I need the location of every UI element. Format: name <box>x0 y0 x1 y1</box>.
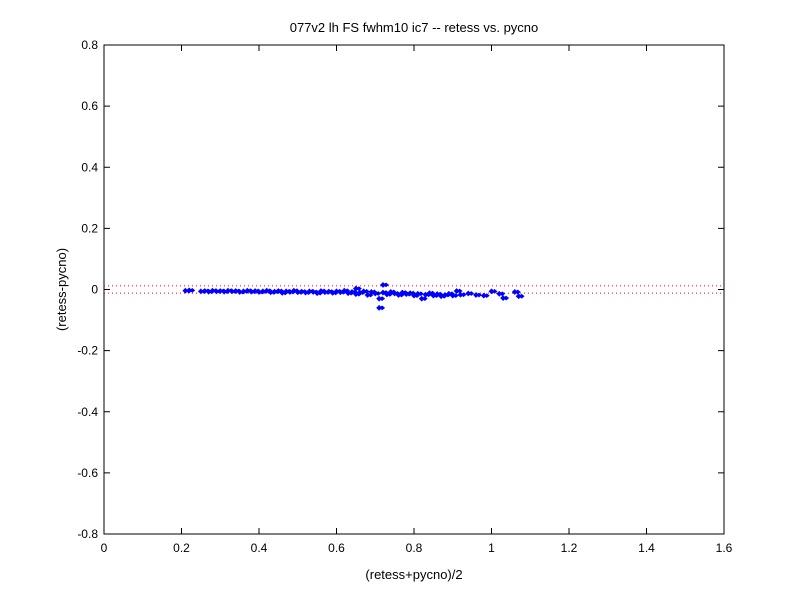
data-point <box>189 288 196 293</box>
y-tick-label: 0.6 <box>81 99 98 113</box>
y-tick-label: 0 <box>91 283 98 297</box>
data-points <box>182 281 525 311</box>
x-axis-ticks: 0 0.2 0.4 0.6 0.8 1 1.2 1.4 1.6 <box>101 45 733 555</box>
data-point <box>452 293 459 298</box>
x-tick-label: 1 <box>488 541 495 555</box>
y-axis-ticks: -0.8 -0.6 -0.4 -0.2 0 0.2 0.4 0.6 0.8 <box>77 38 724 541</box>
y-tick-label: -0.4 <box>77 405 98 419</box>
data-point <box>367 292 374 298</box>
x-tick-label: 0.4 <box>251 541 268 555</box>
y-tick-label: 0.4 <box>81 160 98 174</box>
data-point <box>518 293 525 299</box>
data-point <box>460 292 467 298</box>
y-tick-label: 0.2 <box>81 221 98 235</box>
reference-lines <box>104 285 724 294</box>
data-point <box>421 296 428 302</box>
x-tick-label: 1.4 <box>638 541 655 555</box>
x-tick-label: 1.6 <box>716 541 733 555</box>
data-point <box>375 291 382 296</box>
data-point <box>491 288 498 294</box>
y-tick-label: -0.6 <box>77 466 98 480</box>
data-point <box>483 293 490 298</box>
y-tick-label: -0.2 <box>77 344 98 358</box>
data-point <box>476 292 482 298</box>
y-axis-title: (retess-pycno) <box>54 248 69 331</box>
data-point <box>499 291 506 297</box>
data-point <box>503 295 510 301</box>
x-tick-label: 0.8 <box>406 541 423 555</box>
x-tick-label: 1.2 <box>561 541 578 555</box>
chart-title: 077v2 lh FS fwhm10 ic7 -- retess vs. pyc… <box>290 20 539 35</box>
data-point <box>379 305 386 311</box>
plot-area <box>103 44 725 535</box>
data-point <box>468 291 475 296</box>
data-point <box>514 289 521 295</box>
data-point <box>417 291 424 297</box>
x-tick-label: 0 <box>101 541 108 555</box>
x-axis-title: (retess+pycno)/2 <box>365 567 462 582</box>
data-point <box>383 282 389 288</box>
x-tick-label: 0.2 <box>173 541 190 555</box>
y-tick-label: -0.8 <box>77 527 98 541</box>
y-tick-label: 0.8 <box>81 38 98 52</box>
data-point <box>379 296 386 302</box>
x-tick-label: 0.6 <box>328 541 345 555</box>
